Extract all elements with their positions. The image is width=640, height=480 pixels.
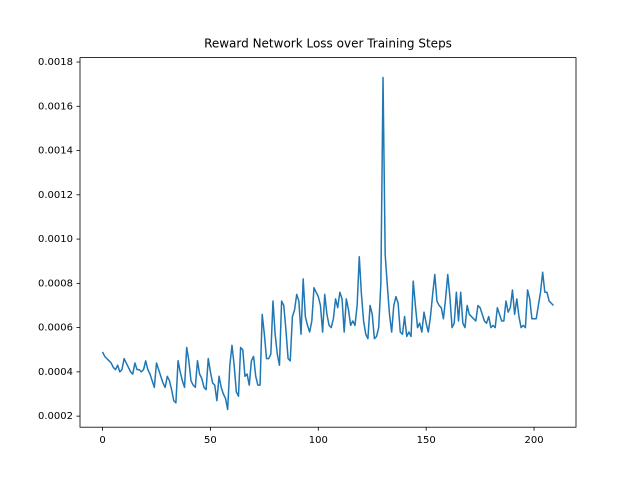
y-tick-label: 0.0004 xyxy=(38,367,73,378)
x-tick-label: 200 xyxy=(524,435,543,446)
y-tick-label: 0.0010 xyxy=(38,234,73,245)
y-tick-label: 0.0018 xyxy=(38,57,73,68)
y-tick-label: 0.0012 xyxy=(38,190,73,201)
y-tick-label: 0.0002 xyxy=(38,411,73,422)
y-tick-label: 0.0014 xyxy=(38,146,73,157)
chart-title: Reward Network Loss over Training Steps xyxy=(204,37,452,51)
y-tick-label: 0.0008 xyxy=(38,278,73,289)
x-tick-label: 100 xyxy=(309,435,328,446)
y-tick-label: 0.0016 xyxy=(38,101,73,112)
x-tick-label: 150 xyxy=(417,435,436,446)
x-tick-label: 0 xyxy=(99,435,105,446)
x-tick-label: 50 xyxy=(204,435,217,446)
y-tick-label: 0.0006 xyxy=(38,323,73,334)
axes-frame xyxy=(79,57,577,428)
data-line xyxy=(101,76,554,411)
